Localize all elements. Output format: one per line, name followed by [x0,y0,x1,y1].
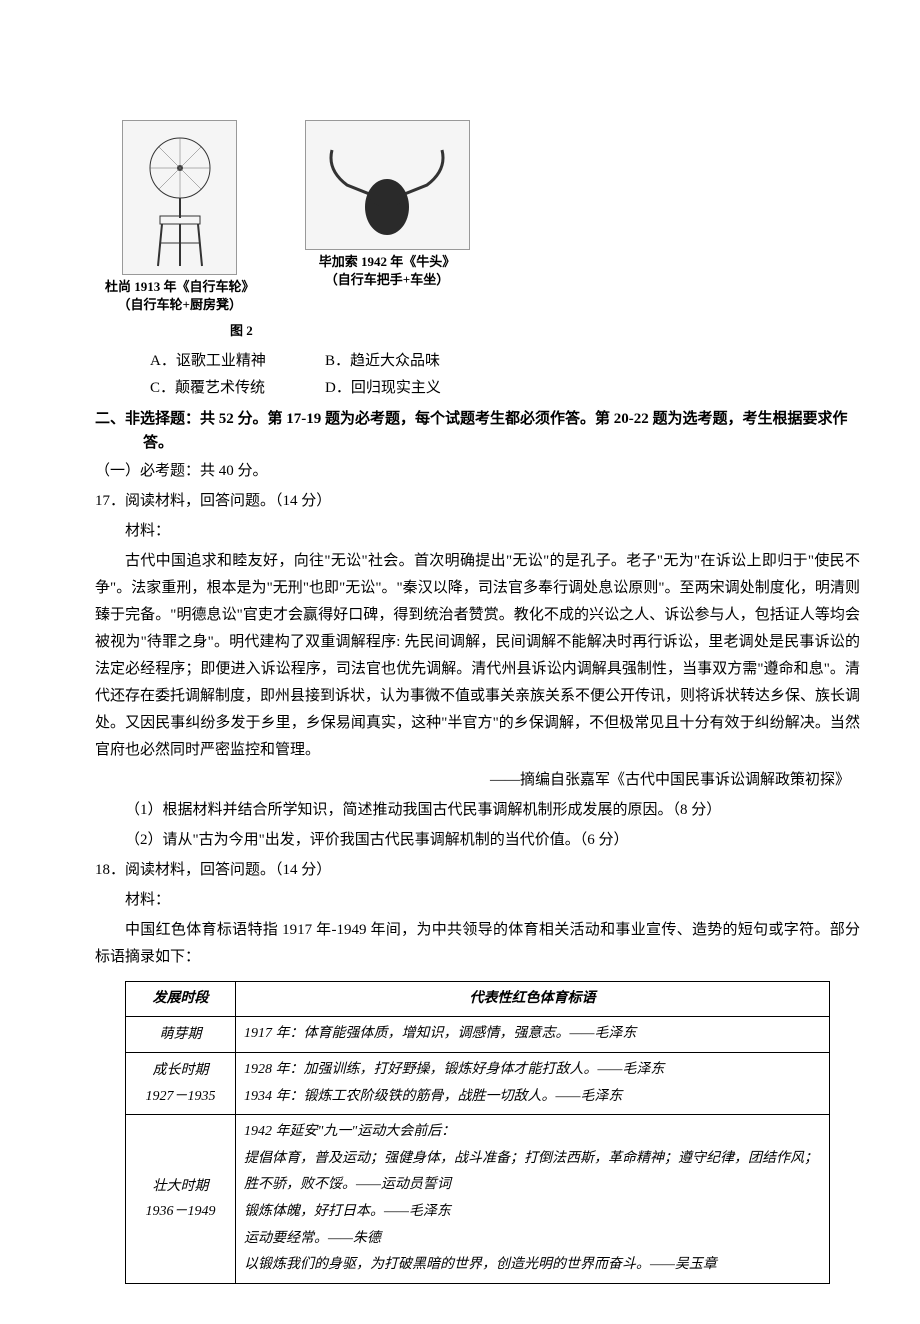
table-row: 萌芽期 1917 年：体育能强体质，增知识，调感情，强意志。——毛泽东 [126,1017,830,1053]
option-b: B．趋近大众品味 [325,348,500,375]
option-d: D．回归现实主义 [325,375,500,402]
option-a: A．讴歌工业精神 [150,348,325,375]
caption-2-line-2: （自行车把手+车坐） [319,271,456,289]
slogans-table: 发展时段 代表性红色体育标语 萌芽期 1917 年：体育能强体质，增知识，调感情… [125,981,830,1284]
q16-options: A．讴歌工业精神 B．趋近大众品味 C．颠覆艺术传统 D．回归现实主义 [150,348,860,402]
q17-number: 17．阅读材料，回答问题。（14 分） [95,488,860,515]
section-2-header: 二、非选择题：共 52 分。第 17-19 题为必考题，每个试题考生都必须作答。… [95,407,860,455]
caption-1-line-2: （自行车轮+厨房凳） [105,296,255,314]
table-cell-period: 壮大时期1936－1949 [126,1115,236,1284]
table-row: 壮大时期1936－1949 1942 年延安"九一"运动大会前后：提倡体育，普及… [126,1115,830,1284]
q17-source: ——摘编自张嘉军《古代中国民事诉讼调解政策初探》 [95,767,860,794]
table-cell-content: 1928 年：加强训练，打好野操，锻炼好身体才能打敌人。——毛泽东1934 年：… [236,1052,830,1114]
bull-head-image [305,120,470,250]
table-header-row: 发展时段 代表性红色体育标语 [126,981,830,1017]
table-row: 成长时期1927－1935 1928 年：加强训练，打好野操，锻炼好身体才能打敌… [126,1052,830,1114]
table-header-content: 代表性红色体育标语 [236,981,830,1017]
table-cell-content: 1942 年延安"九一"运动大会前后：提倡体育，普及运动；强健身体，战斗准备；打… [236,1115,830,1284]
image-2-caption: 毕加索 1942 年《牛头》 （自行车把手+车坐） [319,253,456,289]
q17-paragraph: 古代中国追求和睦友好，向往"无讼"社会。首次明确提出"无讼"的是孔子。老子"无为… [95,548,860,764]
q17-material-label: 材料： [125,518,860,545]
figure-images-row: 杜尚 1913 年《自行车轮》 （自行车轮+厨房凳） 毕加索 1942 年《牛头… [105,120,860,314]
image-block-1: 杜尚 1913 年《自行车轮》 （自行车轮+厨房凳） [105,120,255,314]
option-c: C．颠覆艺术传统 [150,375,325,402]
image-block-2: 毕加索 1942 年《牛头》 （自行车把手+车坐） [305,120,470,314]
table-cell-period: 成长时期1927－1935 [126,1052,236,1114]
table-header-period: 发展时段 [126,981,236,1017]
bicycle-wheel-image [122,120,237,275]
q18-intro: 中国红色体育标语特指 1917 年-1949 年间，为中共领导的体育相关活动和事… [95,917,860,971]
table-cell-period: 萌芽期 [126,1017,236,1053]
caption-1-line-1: 杜尚 1913 年《自行车轮》 [105,278,255,296]
q18-number: 18．阅读材料，回答问题。（14 分） [95,857,860,884]
section-2-sub-1: （一）必考题：共 40 分。 [95,458,860,485]
q17-sub-1: （1）根据材料并结合所学知识，简述推动我国古代民事调解机制形成发展的原因。（8 … [125,797,860,824]
figure-label: 图 2 [230,319,860,342]
q18-material-label: 材料： [125,887,860,914]
image-1-caption: 杜尚 1913 年《自行车轮》 （自行车轮+厨房凳） [105,278,255,314]
caption-2-line-1: 毕加索 1942 年《牛头》 [319,253,456,271]
table-cell-content: 1917 年：体育能强体质，增知识，调感情，强意志。——毛泽东 [236,1017,830,1053]
q17-sub-2: （2）请从"古为今用"出发，评价我国古代民事调解机制的当代价值。（6 分） [125,827,860,854]
